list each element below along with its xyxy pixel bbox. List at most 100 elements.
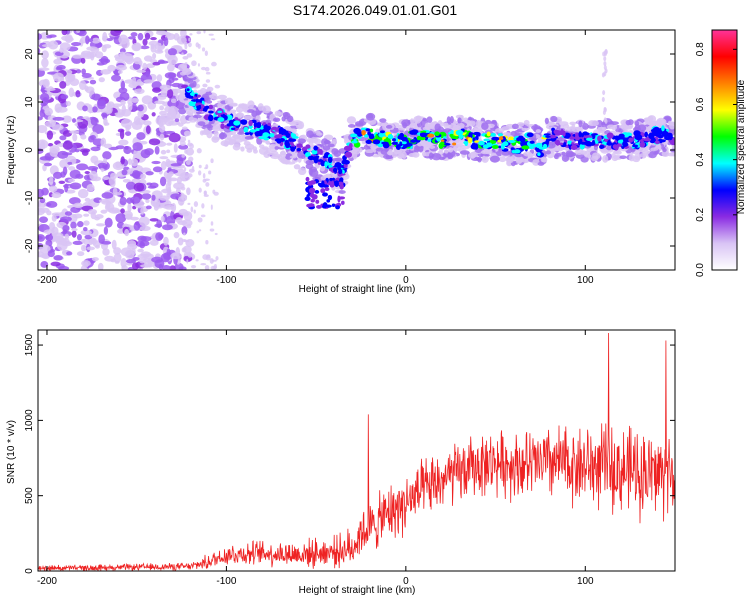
noise-blob (45, 234, 53, 241)
noise-blob (38, 68, 45, 77)
noise-blob (184, 167, 187, 172)
ridge-halo-blob (457, 117, 462, 124)
noise-blob (62, 224, 70, 232)
noise-blob (52, 116, 65, 121)
noise-blob (197, 63, 201, 67)
ridge-core-blob (241, 121, 247, 125)
ridge-core-blob (296, 144, 304, 148)
ridge-halo-blob (284, 153, 293, 160)
noise-blob (205, 182, 210, 187)
streak-blob (603, 106, 607, 112)
ridge-core-blob (290, 132, 294, 138)
ridge-halo-blob (232, 143, 241, 151)
noise-blob (137, 110, 145, 118)
noise-blob (150, 36, 157, 41)
x-tick-label: 0 (403, 275, 409, 286)
noise-blob (81, 238, 86, 243)
ridge-core-blob (644, 131, 649, 138)
noise-blob (184, 175, 189, 179)
ridge-halo-blob (347, 123, 356, 128)
ridge-core-blob (583, 132, 590, 136)
ridge-halo-blob (393, 148, 403, 154)
ridge-halo-blob (243, 115, 254, 120)
noise-blob (204, 264, 210, 270)
ridge-core-blob (243, 126, 249, 133)
noise-blob (98, 58, 109, 63)
ridge-halo-blob (211, 95, 219, 100)
noise-blob (166, 88, 174, 99)
ridge-core-blob (284, 141, 291, 149)
ridge-halo-blob (489, 155, 500, 163)
noise-blob (142, 62, 148, 71)
noise-blob (80, 134, 87, 140)
ridge-halo-blob (413, 145, 420, 154)
noise-blob (152, 52, 157, 60)
colorbar-label: Normalized spectral amplitude (736, 79, 747, 214)
noise-blob (98, 77, 105, 83)
ridge-core-blob (410, 139, 417, 143)
noise-blob (138, 257, 147, 264)
ridge-halo-blob (409, 122, 419, 127)
noise-blob (48, 40, 59, 50)
ridge-halo-blob (331, 148, 339, 155)
noise-blob (152, 61, 161, 66)
ridge-halo-blob (181, 68, 192, 75)
ridge-halo-blob (644, 117, 649, 123)
ridge-core-blob (491, 145, 499, 150)
noise-blob (183, 252, 190, 257)
noise-blob (167, 63, 175, 72)
noise-blob (201, 47, 206, 52)
noise-blob (160, 215, 165, 223)
ridge-core-blob (254, 131, 262, 136)
ridge-halo-blob (531, 124, 541, 131)
ridge-halo-blob (404, 149, 412, 155)
noise-blob (159, 113, 171, 123)
noise-blob (72, 133, 78, 142)
ridge-core-blob (513, 137, 517, 141)
noise-blob (76, 251, 85, 257)
noise-blob (186, 187, 191, 196)
ridge-halo-blob (468, 152, 477, 159)
noise-blob (129, 196, 141, 204)
noise-blob (203, 30, 206, 34)
ridge-core-blob (559, 142, 564, 146)
noise-blob (48, 185, 58, 193)
noise-blob (160, 149, 167, 155)
y-tick-label: 500 (24, 487, 35, 504)
noise-blob (46, 201, 58, 208)
ridge-core-blob (378, 132, 386, 138)
noise-blob (81, 149, 89, 156)
noise-blob (184, 149, 188, 154)
noise-blob (75, 69, 82, 74)
noise-blob (127, 102, 133, 112)
noise-blob (160, 253, 171, 263)
noise-blob (164, 72, 177, 79)
noise-blob (110, 30, 122, 37)
noise-blob (188, 37, 191, 42)
page-title: S174.2026.049.01.01.G01 (292, 2, 458, 18)
ridge-halo-blob (218, 132, 228, 140)
noise-blob (56, 64, 66, 70)
ridge-branch-blob (338, 196, 346, 200)
noise-blob (131, 262, 139, 270)
ridge-core-blob (316, 148, 322, 155)
y-tick-label: 1500 (24, 334, 35, 357)
ridge-branch-blob (324, 187, 330, 192)
ridge-halo-blob (502, 132, 511, 136)
ridge-core-blob (628, 137, 634, 143)
ridge-halo-blob (434, 123, 441, 132)
ridge-core-blob (369, 128, 374, 133)
ridge-branch-blob (304, 196, 311, 201)
noise-blob (61, 30, 68, 36)
ridge-core-blob (643, 138, 652, 142)
noise-blob (96, 99, 106, 107)
noise-blob (145, 198, 150, 204)
ridge-core-blob (180, 84, 189, 89)
noise-blob (103, 226, 109, 235)
ridge-halo-blob (200, 87, 207, 95)
ridge-core-blob (545, 138, 550, 144)
ridge-core-blob (548, 134, 557, 139)
ridge-core-blob (499, 136, 504, 140)
ridge-core-blob (579, 138, 583, 144)
noise-blob (137, 104, 144, 112)
